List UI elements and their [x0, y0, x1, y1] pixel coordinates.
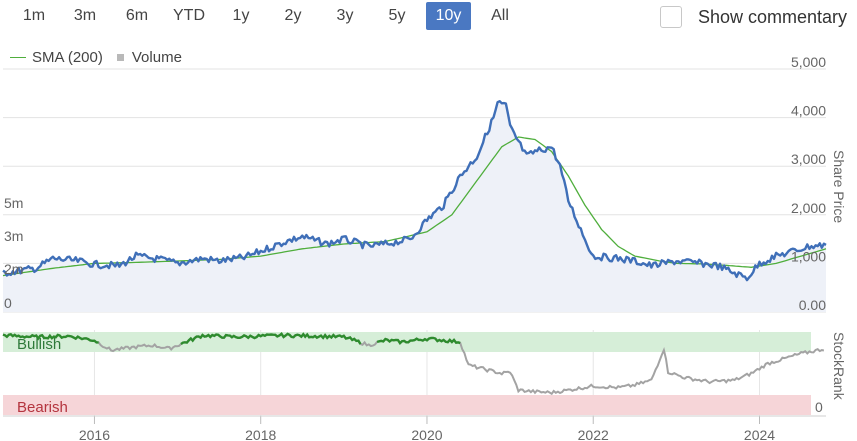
- sma-legend-swatch: [10, 56, 26, 58]
- share-price-axis-title: Share Price: [831, 150, 847, 223]
- range-button-3y[interactable]: 3y: [336, 7, 354, 24]
- bullish-label: Bullish: [17, 336, 61, 353]
- volume-legend-swatch: [116, 53, 124, 61]
- volume-legend-label[interactable]: Volume: [131, 48, 182, 66]
- range-button-6m[interactable]: 6m: [125, 7, 149, 24]
- volume-tick-label: 0: [4, 295, 12, 311]
- range-button-ytd[interactable]: YTD: [173, 7, 205, 24]
- chart-legend: SMA (200) Volume: [10, 47, 182, 67]
- volume-tick-label: 3m: [4, 228, 23, 244]
- show-commentary-toggle[interactable]: Show commentary: [659, 4, 847, 30]
- bearish-band: [3, 395, 811, 415]
- x-tick-label: 2016: [79, 427, 110, 441]
- price-tick-label: 2,000: [791, 200, 826, 216]
- range-button-5y[interactable]: 5y: [388, 7, 406, 24]
- x-tick-label: 2022: [578, 427, 609, 441]
- price-tick-label: 3,000: [791, 151, 826, 167]
- x-tick-label: 2020: [411, 427, 442, 441]
- stockrank-bullish-segment: [2, 332, 461, 345]
- price-tick-label: 0.00: [799, 297, 826, 313]
- x-axis-labels: 2016 2018 2020 2022 2024: [79, 427, 775, 441]
- price-tick-label: 1,000: [791, 248, 826, 264]
- range-button-1m[interactable]: 1m: [22, 7, 46, 24]
- range-button-2y[interactable]: 2y: [284, 7, 302, 24]
- price-axis-labels: 5,000 4,000 3,000 2,000 1,000 0.00: [791, 54, 826, 313]
- bearish-label: Bearish: [17, 399, 68, 416]
- commentary-label: Show commentary: [697, 6, 847, 27]
- commentary-checkbox[interactable]: [659, 6, 682, 28]
- sma-legend-label[interactable]: SMA (200): [32, 48, 103, 66]
- volume-tick-label: 2m: [4, 261, 23, 277]
- price-tick-label: 4,000: [791, 103, 826, 119]
- volume-tick-label: 5m: [4, 195, 23, 211]
- range-button-1y[interactable]: 1y: [232, 7, 250, 24]
- x-tick-label: 2024: [744, 427, 775, 441]
- range-button-3m[interactable]: 3m: [73, 7, 97, 24]
- price-tick-label: 5,000: [791, 54, 826, 70]
- x-tick-label: 2018: [245, 427, 276, 441]
- toolbar: 1m 3m 6m YTD 1y 2y 3y 5y 10y All Show co…: [0, 0, 857, 34]
- share-price-line: [2, 100, 827, 282]
- stockrank-axis-title: StockRank: [831, 332, 847, 401]
- range-button-all[interactable]: All: [491, 7, 509, 24]
- price-area-fill: [3, 101, 826, 312]
- volume-axis-labels: 5m 3m 2m 0: [4, 195, 23, 311]
- range-button-10y[interactable]: 10y: [426, 2, 471, 30]
- stockrank-zero-label: 0: [815, 399, 823, 415]
